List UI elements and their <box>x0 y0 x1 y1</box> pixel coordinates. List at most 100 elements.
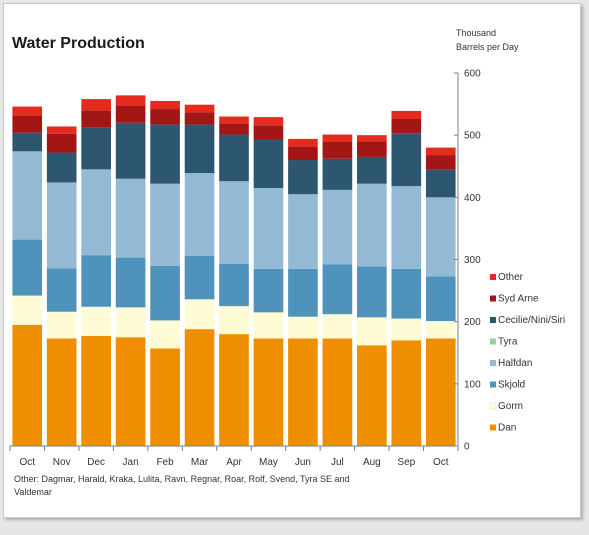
legend-label-other: Other <box>498 272 524 283</box>
bar-segment-halfdan-2 <box>81 169 111 256</box>
bar-segment-syd-arne-9 <box>322 142 353 159</box>
bar-segment-other-4 <box>150 100 180 110</box>
bar-segment-cecilie-nini-siri-7 <box>253 139 284 189</box>
bar-segment-gorm-11 <box>391 318 422 341</box>
bar-segment-skjold-7 <box>253 268 284 313</box>
bar-segment-syd-arne-7 <box>253 125 284 140</box>
bar-segment-gorm-6 <box>219 306 249 335</box>
bar-segment-halfdan-12 <box>425 197 456 277</box>
legend-label-halfdan: Halfdan <box>498 358 532 369</box>
bar-segment-skjold-6 <box>219 263 249 307</box>
bar-segment-cecilie-nini-siri-10 <box>357 156 387 184</box>
bar-segment-other-10 <box>357 135 387 142</box>
legend-label-tyra: Tyra <box>498 337 518 348</box>
bar-segment-skjold-5 <box>184 255 215 300</box>
bar-segment-skjold-4 <box>150 265 180 321</box>
y-tick-label: 400 <box>464 193 481 204</box>
y-axis: 0 100 200 300 400 500 600 <box>454 69 481 453</box>
legend: Other Syd Arne Cecilie/Nini/Siri Tyra Halfda… <box>489 272 565 434</box>
bar-segment-gorm-8 <box>288 316 318 339</box>
bar-segment-skjold-9 <box>322 264 353 315</box>
bar-segment-dan-6 <box>219 334 249 446</box>
unit-label-line-1: Thousand <box>456 28 496 38</box>
bar-segment-gorm-4 <box>150 320 180 349</box>
bar-segment-gorm-10 <box>357 317 387 346</box>
bar-stack-group <box>12 95 456 446</box>
bar-segment-cecilie-nini-siri-11 <box>391 133 422 187</box>
bar-segment-cecilie-nini-siri-0 <box>12 132 43 152</box>
x-tick-label: Jan <box>123 457 139 468</box>
x-tick-label: Jun <box>295 457 311 468</box>
bar-segment-gorm-9 <box>322 314 353 339</box>
y-tick-label: 200 <box>464 317 481 328</box>
bar-segment-halfdan-1 <box>46 182 77 269</box>
bar-segment-other-6 <box>219 116 249 124</box>
x-tick-label: Jul <box>331 457 344 468</box>
bar-segment-skjold-2 <box>81 255 111 307</box>
bar-segment-halfdan-10 <box>357 183 387 267</box>
x-tick-label: Sep <box>397 457 415 468</box>
bar-segment-halfdan-8 <box>288 194 318 269</box>
y-tick-label: 300 <box>464 255 481 266</box>
bar-segment-cecilie-nini-siri-12 <box>425 169 456 198</box>
x-tick-label: Feb <box>156 457 174 468</box>
legend-swatch-halfdan <box>490 360 496 366</box>
bar-segment-syd-arne-6 <box>219 123 249 135</box>
bar-segment-syd-arne-5 <box>184 112 215 125</box>
x-tick-label: Oct <box>433 457 449 468</box>
bar-segment-gorm-2 <box>81 306 111 336</box>
bar-segment-skjold-12 <box>425 276 456 322</box>
bar-segment-dan-1 <box>46 338 77 446</box>
bar-segment-dan-3 <box>115 337 146 446</box>
x-tick-label: Dec <box>87 457 105 468</box>
bar-segment-other-2 <box>81 99 111 111</box>
bar-segment-syd-arne-0 <box>12 115 43 133</box>
water-production-chart: Water Production Thousand Barrels per Da… <box>9 28 565 497</box>
bar-segment-dan-12 <box>425 338 456 446</box>
bar-segment-other-7 <box>253 117 284 126</box>
x-tick-label: Nov <box>53 457 71 468</box>
bar-segment-halfdan-11 <box>391 186 422 269</box>
bar-segment-cecilie-nini-siri-4 <box>150 124 180 184</box>
bar-segment-skjold-11 <box>391 268 422 319</box>
bar-segment-halfdan-9 <box>322 189 353 265</box>
bar-segment-syd-arne-1 <box>46 133 77 153</box>
x-tick-label: May <box>259 457 278 468</box>
bar-segment-syd-arne-4 <box>150 109 180 125</box>
bar-segment-syd-arne-10 <box>357 141 387 157</box>
bar-segment-cecilie-nini-siri-8 <box>288 160 318 195</box>
bar-segment-other-9 <box>322 134 353 143</box>
y-tick-label: 100 <box>464 379 481 390</box>
bar-segment-dan-11 <box>391 340 422 446</box>
bar-segment-halfdan-7 <box>253 188 284 269</box>
bar-segment-cecilie-nini-siri-2 <box>81 127 111 170</box>
y-tick-label: 500 <box>464 131 481 142</box>
footnote-line-1: Other: Dagmar, Harald, Kraka, Lulita, Ra… <box>14 474 350 484</box>
legend-swatch-cecilie-nini-siri <box>490 317 496 323</box>
bar-segment-gorm-5 <box>184 299 215 330</box>
bar-segment-halfdan-0 <box>12 151 43 240</box>
bar-segment-halfdan-3 <box>115 178 146 258</box>
bar-segment-gorm-12 <box>425 321 456 339</box>
chart-title: Water Production <box>12 35 145 52</box>
bar-segment-other-1 <box>46 126 77 134</box>
bar-segment-dan-0 <box>12 324 43 446</box>
x-tick-label: Aug <box>363 457 381 468</box>
legend-label-gorm: Gorm <box>498 401 523 412</box>
unit-label-line-2: Barrels per Day <box>456 42 519 52</box>
bar-segment-halfdan-6 <box>219 181 249 264</box>
bar-segment-skjold-8 <box>288 268 318 317</box>
legend-swatch-gorm <box>489 402 497 410</box>
bar-segment-skjold-1 <box>46 268 77 312</box>
bar-segment-other-8 <box>288 138 318 147</box>
y-tick-label: 600 <box>464 69 481 80</box>
bar-segment-dan-4 <box>150 348 180 446</box>
bar-segment-dan-5 <box>184 329 215 446</box>
bar-segment-syd-arne-3 <box>115 105 146 123</box>
bar-segment-gorm-0 <box>12 295 43 325</box>
bar-segment-dan-8 <box>288 338 318 446</box>
bar-segment-skjold-10 <box>357 266 387 318</box>
chart-panel: Water Production Thousand Barrels per Da… <box>3 3 581 518</box>
bar-segment-halfdan-4 <box>150 183 180 266</box>
bar-segment-other-11 <box>391 110 422 119</box>
